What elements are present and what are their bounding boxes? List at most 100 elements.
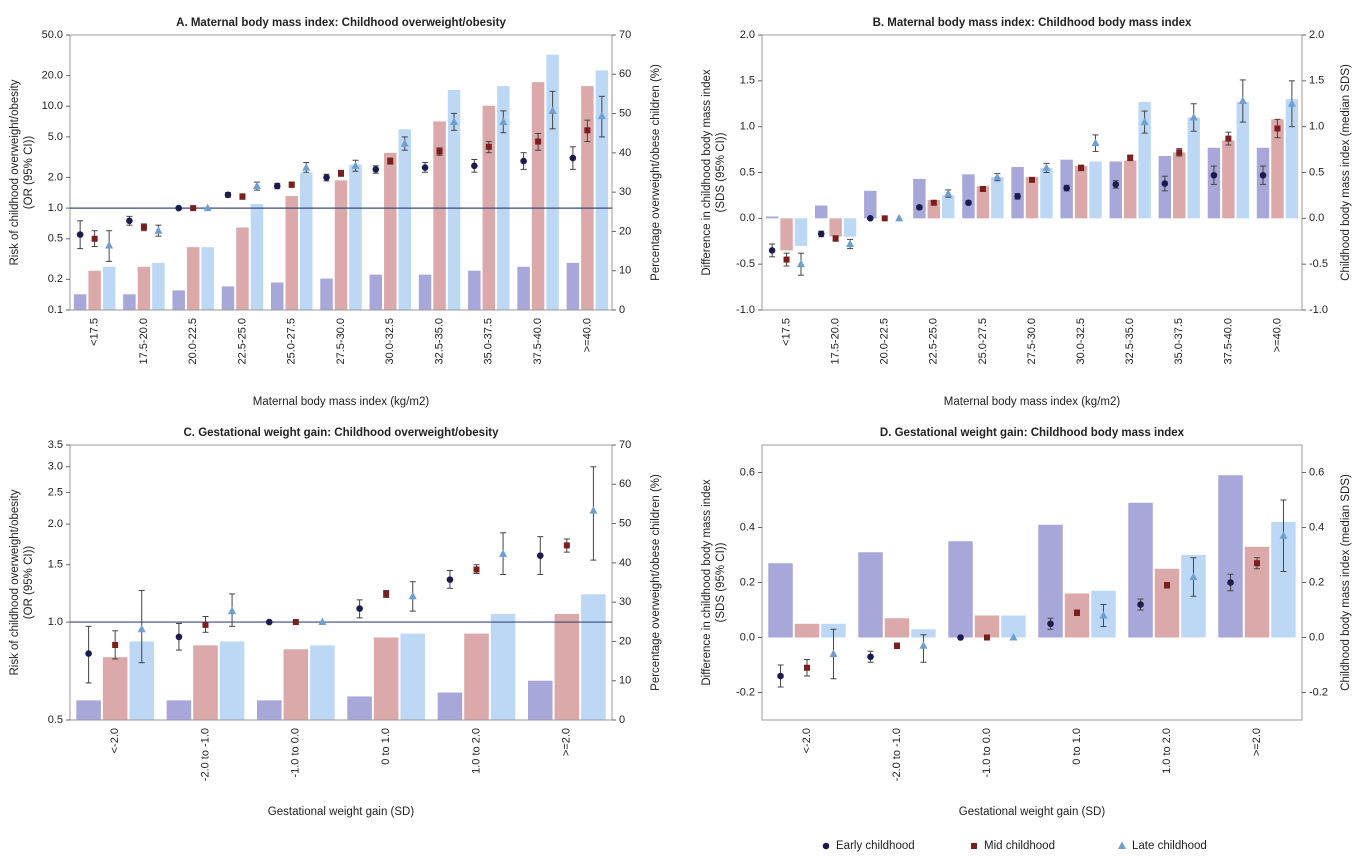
y2-tick-label: 70 bbox=[619, 29, 631, 41]
point bbox=[175, 633, 183, 641]
y-tick-label: 0.0 bbox=[740, 631, 755, 643]
x-tick-label: 25.0-27.5 bbox=[286, 318, 298, 364]
point bbox=[436, 148, 443, 155]
y-tick-label: 5.0 bbox=[48, 131, 63, 143]
y-tick-label: 1.5 bbox=[48, 559, 63, 571]
y-axis-label: Difference in childhood body mass index bbox=[701, 479, 713, 686]
bar bbox=[913, 178, 926, 219]
point bbox=[930, 199, 937, 206]
point bbox=[91, 235, 98, 242]
bar bbox=[1040, 167, 1053, 219]
x-tick-label: 17.5-20.0 bbox=[138, 318, 150, 364]
point bbox=[569, 154, 577, 162]
y2-tick-label: 2.0 bbox=[1309, 29, 1324, 41]
y-tick-label: 0.2 bbox=[48, 273, 63, 285]
y-tick-label: -0.2 bbox=[736, 686, 755, 698]
y2-tick-label: 60 bbox=[619, 478, 631, 490]
point bbox=[473, 566, 480, 573]
y-tick-label: 10.0 bbox=[42, 100, 63, 112]
point bbox=[1074, 609, 1080, 616]
panel: B. Maternal body mass index: Childhood b… bbox=[701, 17, 1352, 408]
bar bbox=[221, 286, 235, 310]
point bbox=[1127, 154, 1134, 161]
y2-tick-label: 40 bbox=[619, 147, 631, 159]
point bbox=[265, 618, 273, 626]
point bbox=[1014, 193, 1021, 200]
point bbox=[239, 193, 246, 200]
bar bbox=[1138, 101, 1151, 219]
bar bbox=[554, 613, 580, 720]
bar bbox=[911, 629, 936, 638]
y-tick-label: 0.5 bbox=[740, 166, 755, 178]
bar bbox=[490, 613, 516, 720]
point bbox=[846, 239, 855, 247]
x-tick-label: 20.0-22.5 bbox=[879, 318, 891, 364]
y2-tick-label: -0.5 bbox=[1309, 258, 1328, 270]
x-axis-label: Maternal body mass index (kg/m2) bbox=[253, 396, 430, 408]
bar bbox=[974, 615, 1000, 638]
point bbox=[584, 127, 591, 134]
point bbox=[957, 634, 964, 641]
point bbox=[563, 542, 570, 549]
point bbox=[535, 138, 542, 145]
point bbox=[817, 230, 825, 238]
bar bbox=[73, 294, 87, 310]
point bbox=[1238, 96, 1247, 104]
y2-tick-label: 30 bbox=[619, 186, 631, 198]
point bbox=[993, 172, 1002, 181]
bar bbox=[102, 266, 116, 310]
point bbox=[1287, 99, 1296, 107]
point bbox=[485, 143, 492, 150]
bar bbox=[927, 200, 941, 219]
y-axis-label: (OR (95% CI)) bbox=[23, 136, 35, 210]
bar bbox=[1011, 167, 1024, 219]
panel-title: B. Maternal body mass index: Childhood b… bbox=[873, 17, 1192, 29]
bar bbox=[193, 645, 218, 720]
x-tick-label: 35.0-37.5 bbox=[1173, 318, 1185, 364]
point bbox=[965, 199, 972, 207]
point bbox=[1063, 184, 1070, 192]
x-tick-label: >=40.0 bbox=[581, 318, 593, 352]
x-tick-label: 27.5-30.0 bbox=[1026, 318, 1038, 364]
bar bbox=[1271, 119, 1284, 219]
x-tick-label: >=2.0 bbox=[561, 728, 573, 756]
y-axis-label: (SDS (95% CI)) bbox=[715, 542, 727, 622]
y-axis-label: Risk of childhood overweight/obesity bbox=[9, 79, 21, 265]
y2-tick-label: 10 bbox=[619, 675, 631, 687]
y2-tick-label: -0.2 bbox=[1309, 686, 1328, 698]
y2-tick-label: -1.0 bbox=[1309, 304, 1328, 316]
x-tick-label: 27.5-30.0 bbox=[335, 318, 347, 364]
y2-tick-label: 0.5 bbox=[1309, 166, 1324, 178]
point bbox=[984, 634, 990, 641]
y2-tick-label: 1.0 bbox=[1309, 121, 1324, 133]
point bbox=[536, 552, 544, 559]
y2-tick-label: 40 bbox=[619, 557, 631, 569]
point bbox=[302, 163, 311, 171]
bar bbox=[962, 174, 975, 219]
x-tick-label: -2.0 to -1.0 bbox=[891, 728, 903, 781]
y2-tick-label: 0.6 bbox=[1309, 466, 1324, 478]
y-tick-label: 0.5 bbox=[48, 714, 63, 726]
bar bbox=[531, 82, 545, 311]
x-tick-label: 0 to 1.0 bbox=[1071, 728, 1083, 765]
x-tick-label: 37.5-40.0 bbox=[532, 318, 544, 364]
bar bbox=[843, 218, 857, 237]
bar bbox=[334, 180, 348, 310]
bar bbox=[310, 645, 335, 720]
plot-frame bbox=[761, 34, 1303, 311]
bar bbox=[166, 700, 192, 720]
panel-title: A. Maternal body mass index: Childhood o… bbox=[176, 17, 506, 29]
bar bbox=[400, 633, 426, 720]
bar bbox=[1187, 117, 1200, 219]
point bbox=[1189, 572, 1198, 580]
y-tick-label: 1.5 bbox=[740, 75, 755, 87]
bar bbox=[1173, 152, 1186, 219]
bar bbox=[566, 262, 580, 310]
point bbox=[979, 186, 986, 192]
bar bbox=[398, 129, 412, 310]
x-tick-label: 30.0-32.5 bbox=[1075, 318, 1087, 364]
x-tick-label: 37.5-40.0 bbox=[1222, 318, 1234, 364]
bar bbox=[884, 618, 910, 638]
bar bbox=[1001, 615, 1026, 638]
y2-tick-label: 30 bbox=[619, 596, 631, 608]
